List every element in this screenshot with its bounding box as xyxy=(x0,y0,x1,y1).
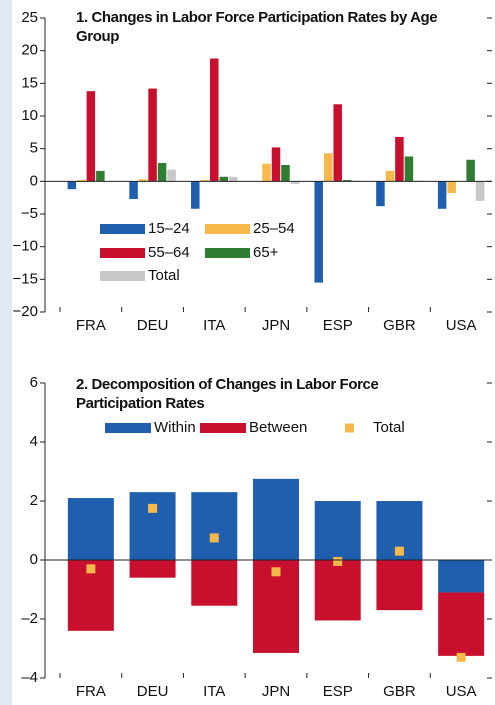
legend-label: Within xyxy=(154,419,196,436)
legend-swatch xyxy=(205,248,250,258)
x-tick-label: GBR xyxy=(383,317,416,334)
bar xyxy=(437,181,447,209)
bar xyxy=(200,180,210,182)
bar xyxy=(96,170,105,182)
bar xyxy=(466,159,475,182)
bar xyxy=(210,58,219,182)
legend-swatch xyxy=(345,423,354,433)
y-tick-label: −5 xyxy=(21,205,38,222)
bar xyxy=(323,153,333,182)
x-tick-label: FRA xyxy=(76,317,106,334)
legend-label: 15–24 xyxy=(148,220,190,237)
total-marker xyxy=(271,567,281,577)
legend-label: 55–64 xyxy=(148,244,190,261)
y-tick-label: 10 xyxy=(21,107,38,124)
legend-swatch xyxy=(200,423,246,433)
total-marker xyxy=(209,533,219,543)
chart-title: 2. Decomposition of Changes in Labor For… xyxy=(76,376,379,412)
bar xyxy=(157,163,167,182)
legend-swatch xyxy=(105,423,151,433)
y-tick-label: –4 xyxy=(21,669,38,686)
bar xyxy=(262,163,271,182)
y-tick-label: 5 xyxy=(30,140,38,157)
legend-swatch xyxy=(205,224,250,234)
legend-label: 25–54 xyxy=(253,220,295,237)
bar xyxy=(376,181,385,207)
y-tick-label: 15 xyxy=(21,74,38,91)
x-tick-label: FRA xyxy=(76,683,106,700)
bar xyxy=(191,181,200,209)
legend-swatch xyxy=(100,224,145,234)
bar-segment xyxy=(191,560,238,606)
y-tick-label: 4 xyxy=(30,433,38,450)
bar xyxy=(290,181,300,184)
bar-segment xyxy=(253,478,299,560)
bar xyxy=(138,179,148,182)
bar xyxy=(229,176,238,182)
y-tick-label: 0 xyxy=(30,172,38,189)
bar xyxy=(333,104,342,182)
bar xyxy=(77,180,86,182)
bar xyxy=(219,176,229,182)
bar xyxy=(404,156,414,182)
total-marker xyxy=(456,652,466,662)
bar xyxy=(342,180,352,182)
legend-label: 65+ xyxy=(253,244,279,261)
bar xyxy=(167,169,176,182)
bar xyxy=(67,181,77,190)
total-marker xyxy=(394,546,404,556)
y-tick-label: 6 xyxy=(30,374,38,391)
bar xyxy=(271,147,281,182)
x-tick-label: ITA xyxy=(203,683,225,700)
bar-segment xyxy=(438,560,485,593)
bar xyxy=(148,88,157,182)
x-tick-label: USA xyxy=(446,683,477,700)
legend-swatch xyxy=(100,271,145,281)
bar-segment xyxy=(438,592,485,656)
bar xyxy=(86,91,96,182)
x-tick-label: JPN xyxy=(262,683,290,700)
bar-segment xyxy=(129,560,176,578)
bar xyxy=(395,136,404,182)
bar-segment xyxy=(314,501,361,560)
y-tick-label: −15 xyxy=(13,270,38,287)
bar-segment xyxy=(191,492,238,560)
bar xyxy=(281,165,290,182)
legend-swatch xyxy=(100,248,145,258)
x-tick-label: ITA xyxy=(203,317,225,334)
bar xyxy=(447,181,456,194)
bar xyxy=(314,181,323,283)
y-tick-label: –2 xyxy=(21,610,38,627)
y-tick-label: −20 xyxy=(13,303,38,320)
bar-segment xyxy=(314,560,361,621)
chart-title: 1. Changes in Labor Force Participation … xyxy=(76,9,438,45)
bar xyxy=(385,170,395,182)
y-tick-label: 25 xyxy=(21,9,38,26)
legend-label: Total xyxy=(373,419,405,436)
y-tick-label: 20 xyxy=(21,42,38,59)
x-tick-label: DEU xyxy=(137,683,169,700)
bar-segment xyxy=(376,560,423,611)
x-tick-label: ESP xyxy=(323,683,353,700)
x-tick-label: DEU xyxy=(137,317,169,334)
x-tick-label: ESP xyxy=(323,317,353,334)
y-tick-label: 2 xyxy=(30,492,38,509)
x-tick-label: GBR xyxy=(383,683,416,700)
y-tick-label: 0 xyxy=(30,551,38,568)
bar-segment xyxy=(67,498,114,560)
total-marker xyxy=(86,564,96,574)
bar xyxy=(475,181,485,201)
y-tick-label: −10 xyxy=(13,238,38,255)
bar xyxy=(129,181,138,199)
bar-segment xyxy=(129,492,176,560)
x-tick-label: JPN xyxy=(262,317,290,334)
x-tick-label: USA xyxy=(446,317,477,334)
legend-label: Total xyxy=(148,267,180,284)
legend-label: Between xyxy=(249,419,307,436)
total-marker xyxy=(148,503,158,513)
total-marker xyxy=(333,556,343,566)
